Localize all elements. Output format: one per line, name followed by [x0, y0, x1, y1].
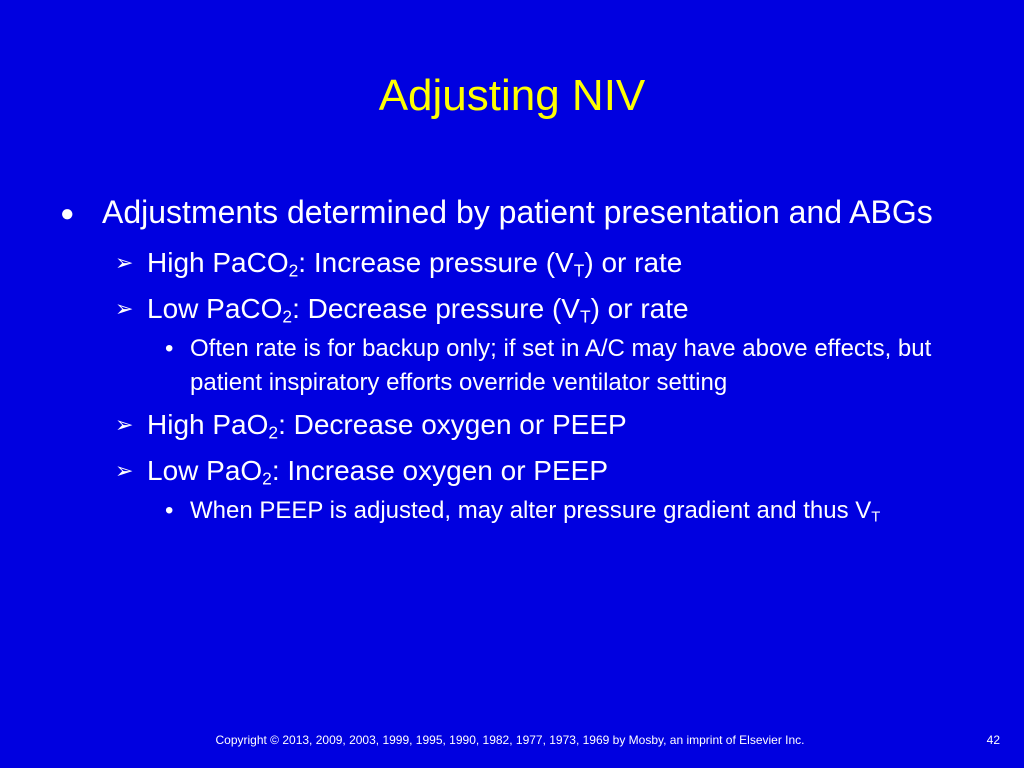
page-number: 42 — [986, 733, 1000, 747]
bullet-text: Low PaO — [147, 455, 263, 486]
arrow-bullet-icon: ➢ — [115, 412, 134, 437]
bullet-high-pao2: ➢ High PaO2: Decrease oxygen or PEEP — [115, 404, 970, 446]
bullet-text: When PEEP is adjusted, may alter pressur… — [190, 497, 872, 524]
arrow-bullet-icon: ➢ — [115, 458, 134, 483]
copyright-footer: Copyright © 2013, 2009, 2003, 1999, 1995… — [215, 733, 805, 747]
bullet-low-pao2: ➢ Low PaO2: Increase oxygen or PEEP — [115, 450, 970, 492]
slide-title: Adjusting NIV — [378, 71, 646, 120]
bullet-high-paco2: ➢ High PaCO2: Increase pressure (VT) or … — [115, 242, 970, 284]
bullet-dot-icon: ● — [60, 200, 75, 227]
subscript: 2 — [282, 306, 293, 327]
arrow-bullet-icon: ➢ — [115, 296, 134, 321]
subscript: 2 — [288, 260, 299, 281]
subscript: T — [871, 509, 881, 526]
subscript: T — [573, 260, 585, 281]
bullet-rate-note: • Often rate is for backup only; if set … — [165, 332, 970, 400]
dot-bullet-icon: • — [165, 497, 174, 524]
bullet-text: High PaO — [147, 409, 269, 440]
bullet-text: Often rate is for backup only; if set in… — [190, 335, 932, 396]
arrow-bullet-icon: ➢ — [115, 250, 134, 275]
bullet-text: : Increase oxygen or PEEP — [271, 455, 609, 486]
bullet-text: : Increase pressure (V — [298, 247, 574, 278]
subscript: T — [579, 306, 591, 327]
bullet-main: ● Adjustments determined by patient pres… — [60, 190, 970, 234]
bullet-text: Low PaCO — [147, 293, 283, 324]
bullet-text: High PaCO — [147, 247, 289, 278]
bullet-main-text: Adjustments determined by patient presen… — [102, 194, 933, 230]
bullet-text: ) or rate — [584, 247, 683, 278]
bullet-text: : Decrease oxygen or PEEP — [278, 409, 627, 440]
bullet-peep-note: • When PEEP is adjusted, may alter press… — [165, 494, 970, 528]
bullet-text: ) or rate — [590, 293, 689, 324]
bullet-low-paco2: ➢ Low PaCO2: Decrease pressure (VT) or r… — [115, 288, 970, 330]
subscript: 2 — [268, 422, 279, 443]
slide-content: ● Adjustments determined by patient pres… — [60, 190, 970, 532]
bullet-text: : Decrease pressure (V — [292, 293, 580, 324]
dot-bullet-icon: • — [165, 335, 174, 362]
subscript: 2 — [262, 468, 272, 489]
